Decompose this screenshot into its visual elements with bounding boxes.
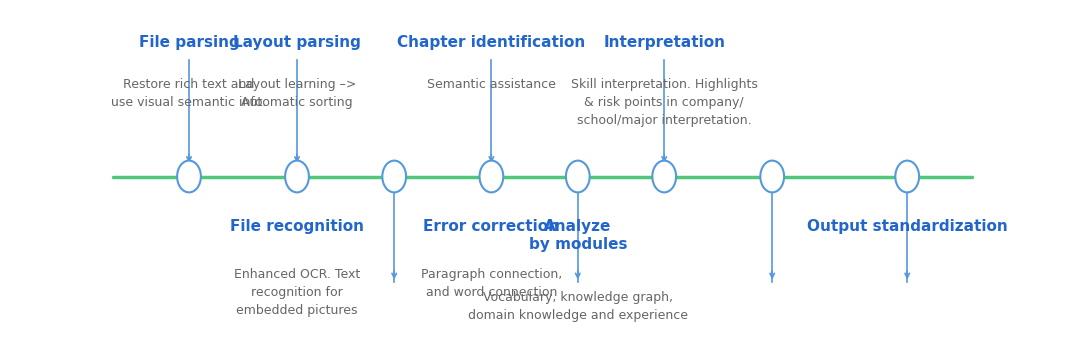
Ellipse shape	[652, 161, 676, 192]
Ellipse shape	[895, 161, 919, 192]
Text: Chapter identification: Chapter identification	[397, 35, 585, 50]
Ellipse shape	[382, 161, 406, 192]
Text: Vocabulary, knowledge graph,
domain knowledge and experience: Vocabulary, knowledge graph, domain know…	[468, 291, 688, 322]
Text: Enhanced OCR. Text
recognition for
embedded pictures: Enhanced OCR. Text recognition for embed…	[234, 268, 360, 317]
Ellipse shape	[285, 161, 309, 192]
Text: Layout learning –>
Automatic sorting: Layout learning –> Automatic sorting	[238, 78, 356, 109]
Text: Restore rich text and
use visual semantic info.: Restore rich text and use visual semanti…	[111, 78, 267, 109]
Text: Semantic assistance: Semantic assistance	[427, 78, 556, 91]
Text: Output standardization: Output standardization	[807, 219, 1008, 234]
Ellipse shape	[177, 161, 201, 192]
Text: File recognition: File recognition	[230, 219, 364, 234]
Text: Skill interpretation. Highlights
& risk points in company/
school/major interpre: Skill interpretation. Highlights & risk …	[570, 78, 758, 127]
Text: Error correction: Error correction	[423, 219, 559, 234]
Text: Layout parsing: Layout parsing	[233, 35, 361, 50]
Text: Interpretation: Interpretation	[604, 35, 725, 50]
Ellipse shape	[566, 161, 590, 192]
Ellipse shape	[760, 161, 784, 192]
Text: Paragraph connection,
and word connection: Paragraph connection, and word connectio…	[421, 268, 562, 299]
Ellipse shape	[480, 161, 503, 192]
Text: File parsing: File parsing	[138, 35, 240, 50]
Text: Analyze
by modules: Analyze by modules	[528, 219, 627, 252]
